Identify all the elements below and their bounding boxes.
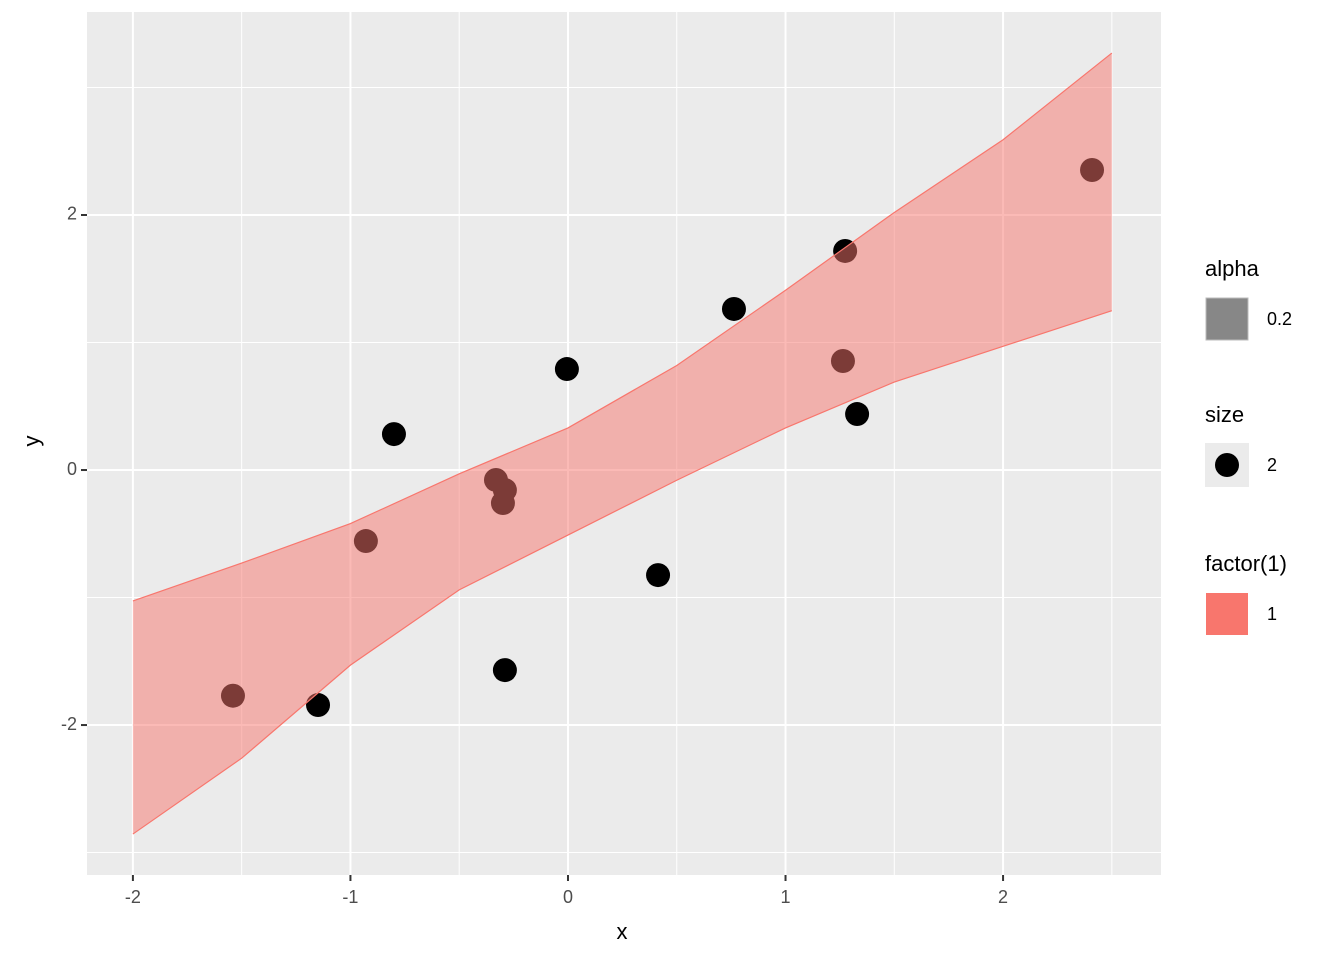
- ribbon-upper-edge: [132, 52, 1113, 602]
- point: [492, 658, 517, 683]
- legend-title: factor(1): [1205, 551, 1287, 576]
- y-axis-title: y: [19, 436, 44, 447]
- legend-key: [1206, 593, 1248, 635]
- legend-label: 2: [1267, 455, 1277, 475]
- y-tick-label: 0: [67, 459, 77, 479]
- legend-label: 0.2: [1267, 309, 1292, 329]
- legend: alpha 0.2 size 2 factor(1) 1: [1205, 256, 1292, 635]
- legend-key: [1215, 453, 1239, 477]
- legend-label: 1: [1267, 604, 1277, 624]
- y-tick-label: -2: [61, 714, 77, 734]
- legend-title: alpha: [1205, 256, 1260, 281]
- x-axis-title: x: [617, 919, 628, 944]
- legend-key: [1205, 297, 1249, 341]
- x-tick-label: 0: [563, 887, 573, 907]
- point: [721, 296, 746, 321]
- point: [554, 357, 579, 382]
- point: [381, 422, 406, 447]
- x-tick-label: 2: [998, 887, 1008, 907]
- point: [845, 402, 870, 427]
- x-tick-label: -2: [125, 887, 141, 907]
- ribbon-lower-edge: [132, 310, 1113, 835]
- x-tick-label: 1: [781, 887, 791, 907]
- point: [306, 693, 331, 718]
- ribbon: [132, 53, 1112, 835]
- point: [646, 563, 671, 588]
- legend-title: size: [1205, 402, 1244, 427]
- marks: [132, 52, 1113, 835]
- axes: -2 -1 0 1 2 -2 0 2: [61, 204, 1008, 907]
- x-tick-label: -1: [342, 887, 358, 907]
- y-tick-label: 2: [67, 204, 77, 224]
